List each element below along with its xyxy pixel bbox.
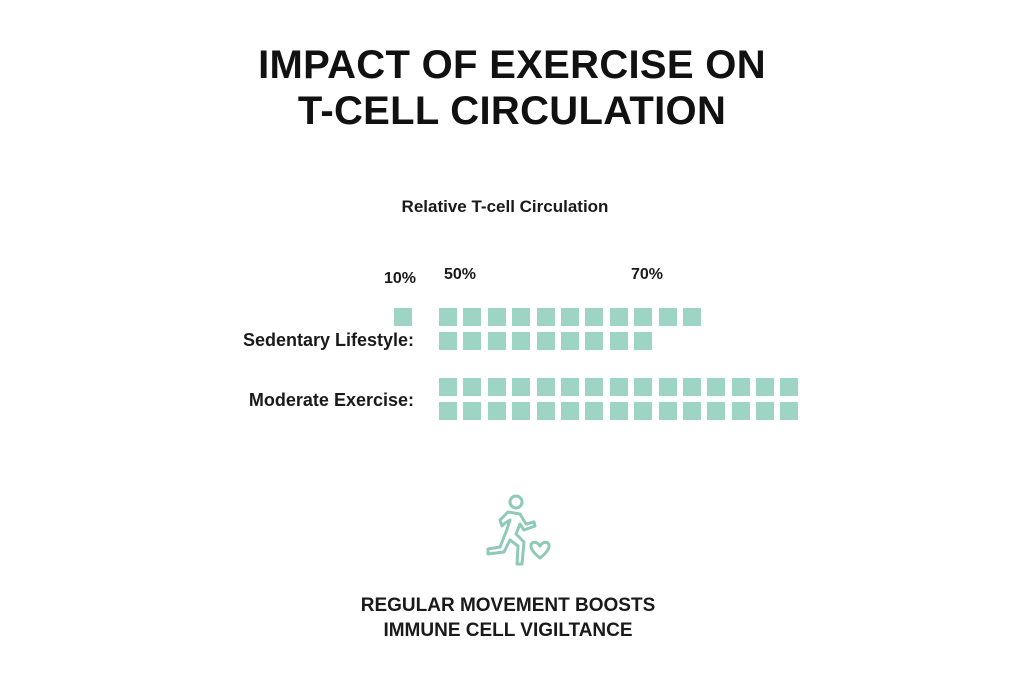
pictogram-square (756, 378, 775, 396)
footer-line-2: IMMUNE CELL VIGILTANCE (383, 620, 633, 641)
pictogram-square (560, 378, 579, 396)
pictogram-square (658, 378, 677, 396)
pictogram-square (609, 332, 628, 350)
pictogram-square (463, 402, 482, 420)
pictogram-square (780, 308, 798, 326)
pictogram-square (634, 402, 653, 420)
pictogram-square (682, 378, 701, 396)
pictogram-square (487, 378, 506, 396)
pictogram-square (585, 308, 604, 326)
tick-label-70: 70% (631, 266, 664, 283)
pictogram-square (463, 332, 482, 350)
marker-square-10 (394, 308, 412, 326)
pictogram-square (536, 332, 555, 350)
pictogram-square (780, 378, 799, 396)
pictogram-square (756, 308, 774, 326)
pictogram-square (780, 332, 798, 350)
pictogram-square (731, 378, 750, 396)
pictogram-square (439, 378, 457, 396)
footer-caption: REGULAR MOVEMENT BOOSTS IMMUNE CELL VIGI… (0, 593, 1016, 643)
pictogram-square (732, 332, 750, 350)
row-label-sedentary: Sedentary Lifestyle: (242, 330, 414, 350)
pictogram-square (585, 378, 604, 396)
pictogram-square (585, 332, 604, 350)
pictogram-square (780, 402, 799, 420)
pictogram-square (536, 308, 555, 326)
pictogram-square (512, 332, 531, 350)
pictogram-square (707, 332, 725, 350)
pictogram-square (732, 308, 750, 326)
pictogram-square (585, 402, 604, 420)
pictogram-square (609, 378, 628, 396)
pictogram-square (659, 332, 677, 350)
pictogram-square (707, 308, 725, 326)
pictogram-square (439, 332, 457, 350)
pictogram-square (487, 332, 506, 350)
pictogram-sedentary (439, 308, 798, 350)
pictogram-square (707, 378, 726, 396)
pictogram-square (536, 378, 555, 396)
chart-title: IMPACT OF EXERCISE ON T-CELL CIRCULATION (0, 42, 1024, 134)
pictogram-square (463, 308, 482, 326)
title-line-1: IMPACT OF EXERCISE ON (258, 43, 766, 87)
footer-line-1: REGULAR MOVEMENT BOOSTS (360, 595, 656, 616)
pictogram-square (609, 308, 628, 326)
pictogram-square (439, 402, 457, 420)
pictogram-square (658, 308, 677, 326)
pictogram-square (756, 402, 775, 420)
pictogram-square (658, 402, 677, 420)
pictogram-square (560, 402, 579, 420)
pictogram-square (634, 332, 653, 350)
pictogram-square (487, 308, 506, 326)
pictogram-square (683, 332, 701, 350)
chart-subtitle: Relative T-cell Circulation (401, 197, 609, 216)
pictogram-square (512, 378, 531, 396)
tick-label-10: 10% (384, 270, 417, 287)
pictogram-moderate (439, 378, 799, 420)
pictogram-square (609, 402, 628, 420)
pictogram-square (731, 402, 750, 420)
pictogram-square (487, 402, 506, 420)
pictogram-square (560, 308, 579, 326)
pictogram-square (512, 308, 531, 326)
pictogram-square (707, 402, 726, 420)
pictogram-square (439, 308, 457, 326)
pictogram-square (634, 308, 653, 326)
pictogram-square (512, 402, 531, 420)
pictogram-square (634, 378, 653, 396)
pictogram-square (463, 378, 482, 396)
running-person-heart-icon (486, 494, 551, 566)
pictogram-square (536, 402, 555, 420)
pictogram-square (682, 402, 701, 420)
pictogram-square (560, 332, 579, 350)
tick-label-50: 50% (444, 266, 477, 283)
pictogram-square (756, 332, 774, 350)
row-label-moderate: Moderate Exercise: (248, 390, 414, 410)
title-line-2: T-CELL CIRCULATION (297, 89, 727, 133)
pictogram-square (682, 308, 701, 326)
